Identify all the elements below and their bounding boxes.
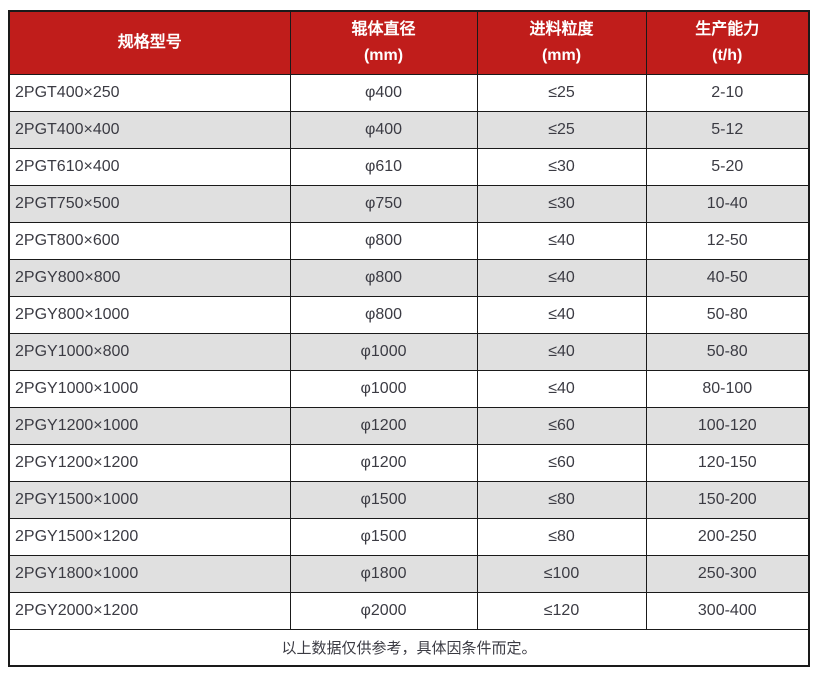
roller-diameter-cell: φ750 [289,184,478,223]
footnote-row: 以上数据仅供参考，具体因条件而定。 [8,628,810,667]
table-row: 2PGY1000×1000 φ1000 ≤40 80-100 [8,369,810,408]
model-cell: 2PGY800×1000 [8,295,291,334]
table-row: 2PGY1800×1000 φ1800 ≤100 250-300 [8,554,810,593]
model-cell: 2PGT800×600 [8,221,291,260]
model-cell: 2PGY1000×800 [8,332,291,371]
model-cell: 2PGY1000×1000 [8,369,291,408]
feed-size-cell: ≤40 [476,369,647,408]
col-header-capacity-unit: (t/h) [712,46,743,64]
feed-size-cell: ≤30 [476,184,647,223]
feed-size-cell: ≤40 [476,332,647,371]
feed-size-cell: ≤30 [476,147,647,186]
model-cell: 2PGY1800×1000 [8,554,291,593]
table-row: 2PGY1200×1000 φ1200 ≤60 100-120 [8,406,810,445]
col-header-roller-diameter-unit: (mm) [363,46,404,64]
table-row: 2PGY2000×1200 φ2000 ≤120 300-400 [8,591,810,630]
capacity-cell: 120-150 [645,443,810,482]
capacity-cell: 40-50 [645,258,810,297]
roller-diameter-cell: φ800 [289,221,478,260]
col-header-roller-diameter-label: 辊体直径 [351,20,416,38]
feed-size-cell: ≤40 [476,221,647,260]
roller-diameter-cell: φ1000 [289,332,478,371]
model-cell: 2PGY1200×1200 [8,443,291,482]
feed-size-cell: ≤25 [476,73,647,112]
header-row: 规格型号 辊体直径 (mm) 进料粒度 (mm) 生产能力 (t/h) [8,10,810,75]
table-row: 2PGT750×500 φ750 ≤30 10-40 [8,184,810,223]
roller-diameter-cell: φ1800 [289,554,478,593]
capacity-cell: 2-10 [645,73,810,112]
table-row: 2PGY1200×1200 φ1200 ≤60 120-150 [8,443,810,482]
model-cell: 2PGY1500×1000 [8,480,291,519]
roller-diameter-cell: φ1000 [289,369,478,408]
feed-size-cell: ≤40 [476,295,647,334]
roller-diameter-cell: φ1200 [289,443,478,482]
table-row: 2PGT610×400 φ610 ≤30 5-20 [8,147,810,186]
feed-size-cell: ≤100 [476,554,647,593]
feed-size-cell: ≤80 [476,517,647,556]
footnote-text: 以上数据仅供参考，具体因条件而定。 [8,628,810,667]
table-row: 2PGT800×600 φ800 ≤40 12-50 [8,221,810,260]
table-row: 2PGY800×1000 φ800 ≤40 50-80 [8,295,810,334]
feed-size-cell: ≤60 [476,406,647,445]
roller-diameter-cell: φ800 [289,258,478,297]
capacity-cell: 80-100 [645,369,810,408]
table-row: 2PGY800×800 φ800 ≤40 40-50 [8,258,810,297]
spec-table-footer: 以上数据仅供参考，具体因条件而定。 [8,628,810,667]
spec-table: 规格型号 辊体直径 (mm) 进料粒度 (mm) 生产能力 (t/h) 2PGT… [8,10,810,667]
table-row: 2PGT400×250 φ400 ≤25 2-10 [8,73,810,112]
roller-diameter-cell: φ1500 [289,480,478,519]
feed-size-cell: ≤25 [476,110,647,149]
model-cell: 2PGT400×250 [8,73,291,112]
roller-diameter-cell: φ1200 [289,406,478,445]
col-header-feed-size: 进料粒度 (mm) [476,10,647,75]
model-cell: 2PGY800×800 [8,258,291,297]
capacity-cell: 50-80 [645,295,810,334]
col-header-roller-diameter: 辊体直径 (mm) [289,10,478,75]
spec-table-header: 规格型号 辊体直径 (mm) 进料粒度 (mm) 生产能力 (t/h) [8,10,810,75]
capacity-cell: 100-120 [645,406,810,445]
table-row: 2PGY1500×1200 φ1500 ≤80 200-250 [8,517,810,556]
capacity-cell: 300-400 [645,591,810,630]
table-row: 2PGY1500×1000 φ1500 ≤80 150-200 [8,480,810,519]
capacity-cell: 50-80 [645,332,810,371]
model-cell: 2PGY2000×1200 [8,591,291,630]
roller-diameter-cell: φ800 [289,295,478,334]
spec-table-body: 2PGT400×250 φ400 ≤25 2-10 2PGT400×400 φ400 ≤25… [8,73,810,630]
col-header-feed-size-label: 进料粒度 [529,20,594,38]
capacity-cell: 150-200 [645,480,810,519]
col-header-model-label: 规格型号 [117,33,182,51]
roller-diameter-cell: φ2000 [289,591,478,630]
model-cell: 2PGT400×400 [8,110,291,149]
col-header-feed-size-unit: (mm) [541,46,582,64]
table-row: 2PGT400×400 φ400 ≤25 5-12 [8,110,810,149]
feed-size-cell: ≤40 [476,258,647,297]
col-header-model: 规格型号 [8,10,291,75]
col-header-capacity-label: 生产能力 [695,20,760,38]
feed-size-cell: ≤60 [476,443,647,482]
capacity-cell: 10-40 [645,184,810,223]
page: 规格型号 辊体直径 (mm) 进料粒度 (mm) 生产能力 (t/h) 2PGT… [8,10,810,667]
capacity-cell: 200-250 [645,517,810,556]
capacity-cell: 5-20 [645,147,810,186]
col-header-capacity: 生产能力 (t/h) [645,10,810,75]
model-cell: 2PGY1500×1200 [8,517,291,556]
roller-diameter-cell: φ400 [289,73,478,112]
capacity-cell: 5-12 [645,110,810,149]
capacity-cell: 250-300 [645,554,810,593]
model-cell: 2PGY1200×1000 [8,406,291,445]
roller-diameter-cell: φ400 [289,110,478,149]
model-cell: 2PGT610×400 [8,147,291,186]
table-row: 2PGY1000×800 φ1000 ≤40 50-80 [8,332,810,371]
roller-diameter-cell: φ1500 [289,517,478,556]
capacity-cell: 12-50 [645,221,810,260]
model-cell: 2PGT750×500 [8,184,291,223]
feed-size-cell: ≤80 [476,480,647,519]
feed-size-cell: ≤120 [476,591,647,630]
roller-diameter-cell: φ610 [289,147,478,186]
